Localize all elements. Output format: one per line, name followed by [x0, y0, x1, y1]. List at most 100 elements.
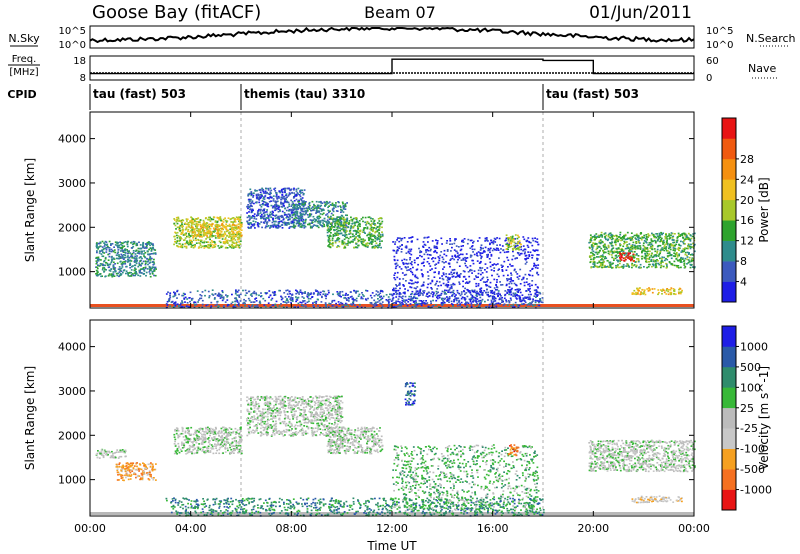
- freq-right-tick-bottom: 0: [706, 73, 712, 84]
- colorbar-tick-label: 500: [740, 361, 761, 374]
- noise-sky-line: [89, 26, 695, 44]
- colorbar-swatch: [722, 469, 736, 490]
- time-tick-label: 16:00: [477, 522, 509, 535]
- velocity-colorbar: -1000 -500 -100 -25 25 100 500 1000: [721, 325, 772, 511]
- scatter-region-9: [588, 439, 696, 473]
- power-y-axis-label: Slant Range [km]: [23, 158, 37, 262]
- colorbar-swatch: [722, 138, 736, 160]
- beam-title: Beam 07: [364, 3, 436, 22]
- colorbar-tick-label: 12: [740, 235, 754, 248]
- velocity-y-axis-label: Slant Range [km]: [23, 366, 37, 470]
- scatter-region-11: [631, 287, 683, 296]
- scatter-region-0: [95, 240, 157, 278]
- power-colorbar-label: Power [dB]: [757, 177, 771, 242]
- colorbar-tick-label: 1000: [740, 340, 768, 353]
- scatter-region-3: [246, 187, 306, 229]
- noise-right-label: N.Search: [746, 32, 796, 45]
- colorbar-tick-label: -1000: [740, 484, 772, 497]
- power-scatter-regions: [90, 112, 696, 309]
- colorbar-swatch: [722, 220, 736, 241]
- date-title: 01/Jun/2011: [589, 3, 692, 23]
- colorbar-swatch: [722, 326, 736, 347]
- freq-panel: Freq. [MHz] 18 8 60 0 Nave: [8, 54, 778, 84]
- colorbar-frame: [721, 325, 737, 511]
- power-colorbar: 4 8 12 16 20 24 28: [721, 117, 754, 303]
- velocity-plot-background: [90, 320, 694, 516]
- colorbar-swatch: [722, 118, 736, 139]
- y-tick-label: 2000: [58, 429, 86, 442]
- colorbar-swatch: [722, 489, 736, 511]
- freq-right-tick-top: 60: [706, 56, 719, 67]
- scatter-region-2: [190, 222, 243, 238]
- colorbar-swatch: [722, 158, 736, 180]
- noise-left-tick-bottom: 10^0: [59, 40, 86, 51]
- colorbar-swatch: [722, 199, 736, 221]
- y-tick-label: 2000: [58, 221, 86, 234]
- time-axis: 00:00 04:00 08:00 12:00 16:00 20:00 00:00: [74, 522, 710, 535]
- scatter-region-0: [95, 448, 127, 459]
- scatter-region-3: [246, 395, 344, 437]
- cpid-label: CPID: [7, 88, 36, 101]
- colorbar-tick-label: 4: [740, 276, 747, 289]
- y-tick-label: 3000: [58, 177, 86, 190]
- freq-left-tick-bottom: 8: [80, 73, 86, 84]
- colorbar-tick-label: 28: [740, 153, 754, 166]
- colorbar-frame: [721, 117, 737, 303]
- time-tick-label: 00:00: [678, 522, 710, 535]
- colorbar-tick-label: 20: [740, 194, 754, 207]
- scatter-region-5: [404, 382, 417, 406]
- colorbar-swatch: [722, 428, 736, 449]
- colorbar-tick-label: 25: [740, 402, 754, 415]
- scatter-region-4: [291, 200, 348, 229]
- colorbar-tick-label: -100: [740, 443, 765, 456]
- power-plot-background: [90, 112, 694, 308]
- velocity-colorbar-label: Velocity [m s^-1]: [757, 366, 771, 470]
- scatter-region-7: [392, 236, 540, 305]
- scatter-region-2: [173, 426, 243, 455]
- scatter-region-8: [505, 234, 522, 251]
- scatter-region-10: [619, 252, 635, 262]
- time-tick-label: 00:00: [74, 522, 106, 535]
- cpid-segment-label: tau (fast) 503: [93, 87, 186, 101]
- scatter-region-8: [507, 444, 520, 457]
- time-tick-label: 08:00: [275, 522, 307, 535]
- colorbar-swatch: [722, 240, 736, 262]
- colorbar-tick-label: -500: [740, 463, 765, 476]
- noise-right-tick-bottom: 10^0: [706, 40, 733, 51]
- scatter-region-10: [631, 495, 683, 504]
- noise-left-label: N.Sky: [8, 32, 40, 45]
- colorbar-tick-label: 24: [740, 173, 754, 186]
- scatter-region-6: [165, 497, 545, 517]
- freq-left-tick-top: 18: [73, 56, 86, 67]
- colorbar-swatch: [722, 387, 736, 409]
- colorbar-tick-label: -25: [740, 422, 758, 435]
- time-tick-label: 04:00: [175, 522, 207, 535]
- freq-left-label-1: Freq.: [12, 54, 37, 65]
- y-tick-label: 4000: [58, 133, 86, 146]
- noise-panel-frame: [89, 25, 695, 49]
- noise-right-tick-top: 10^5: [706, 26, 733, 37]
- scatter-region-7: [392, 444, 540, 513]
- velocity-y-axis: 1000 2000 3000 4000: [58, 320, 695, 516]
- time-tick-label: 12:00: [376, 522, 408, 535]
- colorbar-swatch: [722, 281, 736, 303]
- freq-left-label-2: [MHz]: [9, 67, 38, 78]
- scatter-region-1: [115, 462, 157, 482]
- colorbar-tick-label: 16: [740, 214, 754, 227]
- colorbar-swatch: [722, 346, 736, 368]
- scatter-region-6: [165, 289, 544, 309]
- nave-label: Nave: [748, 62, 776, 75]
- noise-panel: N.Sky 10^5 10^0 10^5 10^0 N.Search: [8, 25, 796, 51]
- scatter-region-4: [326, 426, 384, 455]
- y-tick-label: 1000: [58, 266, 86, 279]
- colorbar-swatch: [722, 448, 736, 470]
- cpid-segment-label: themis (tau) 3310: [244, 87, 365, 101]
- station-title: Goose Bay (fitACF): [92, 2, 261, 23]
- colorbar-tick-label: 8: [740, 255, 747, 268]
- colorbar-swatch: [722, 261, 736, 282]
- time-tick-label: 20:00: [577, 522, 609, 535]
- scatter-region-5: [326, 216, 384, 249]
- colorbar-tick-label: 100: [740, 381, 761, 394]
